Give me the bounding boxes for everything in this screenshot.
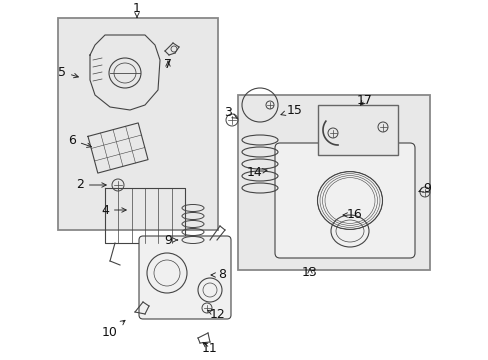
Bar xyxy=(58,18,218,230)
Text: 14: 14 xyxy=(246,166,266,179)
Text: 7: 7 xyxy=(163,58,172,71)
Text: 5: 5 xyxy=(58,66,78,78)
Bar xyxy=(238,95,429,270)
Text: 9: 9 xyxy=(418,181,430,194)
Text: 10: 10 xyxy=(102,320,125,338)
Text: 2: 2 xyxy=(76,179,106,192)
FancyBboxPatch shape xyxy=(274,143,414,258)
Text: 3: 3 xyxy=(224,107,237,120)
Text: 12: 12 xyxy=(207,309,225,321)
Text: 17: 17 xyxy=(356,94,372,107)
Text: 9: 9 xyxy=(164,234,177,247)
Bar xyxy=(317,105,397,155)
Text: 11: 11 xyxy=(202,342,218,355)
FancyBboxPatch shape xyxy=(139,236,230,319)
Text: 1: 1 xyxy=(133,1,141,17)
Text: 8: 8 xyxy=(211,269,225,282)
Text: 4: 4 xyxy=(101,203,126,216)
Text: 15: 15 xyxy=(281,104,303,117)
Text: 16: 16 xyxy=(342,208,362,221)
Text: 13: 13 xyxy=(302,266,317,279)
Text: 6: 6 xyxy=(68,134,91,147)
